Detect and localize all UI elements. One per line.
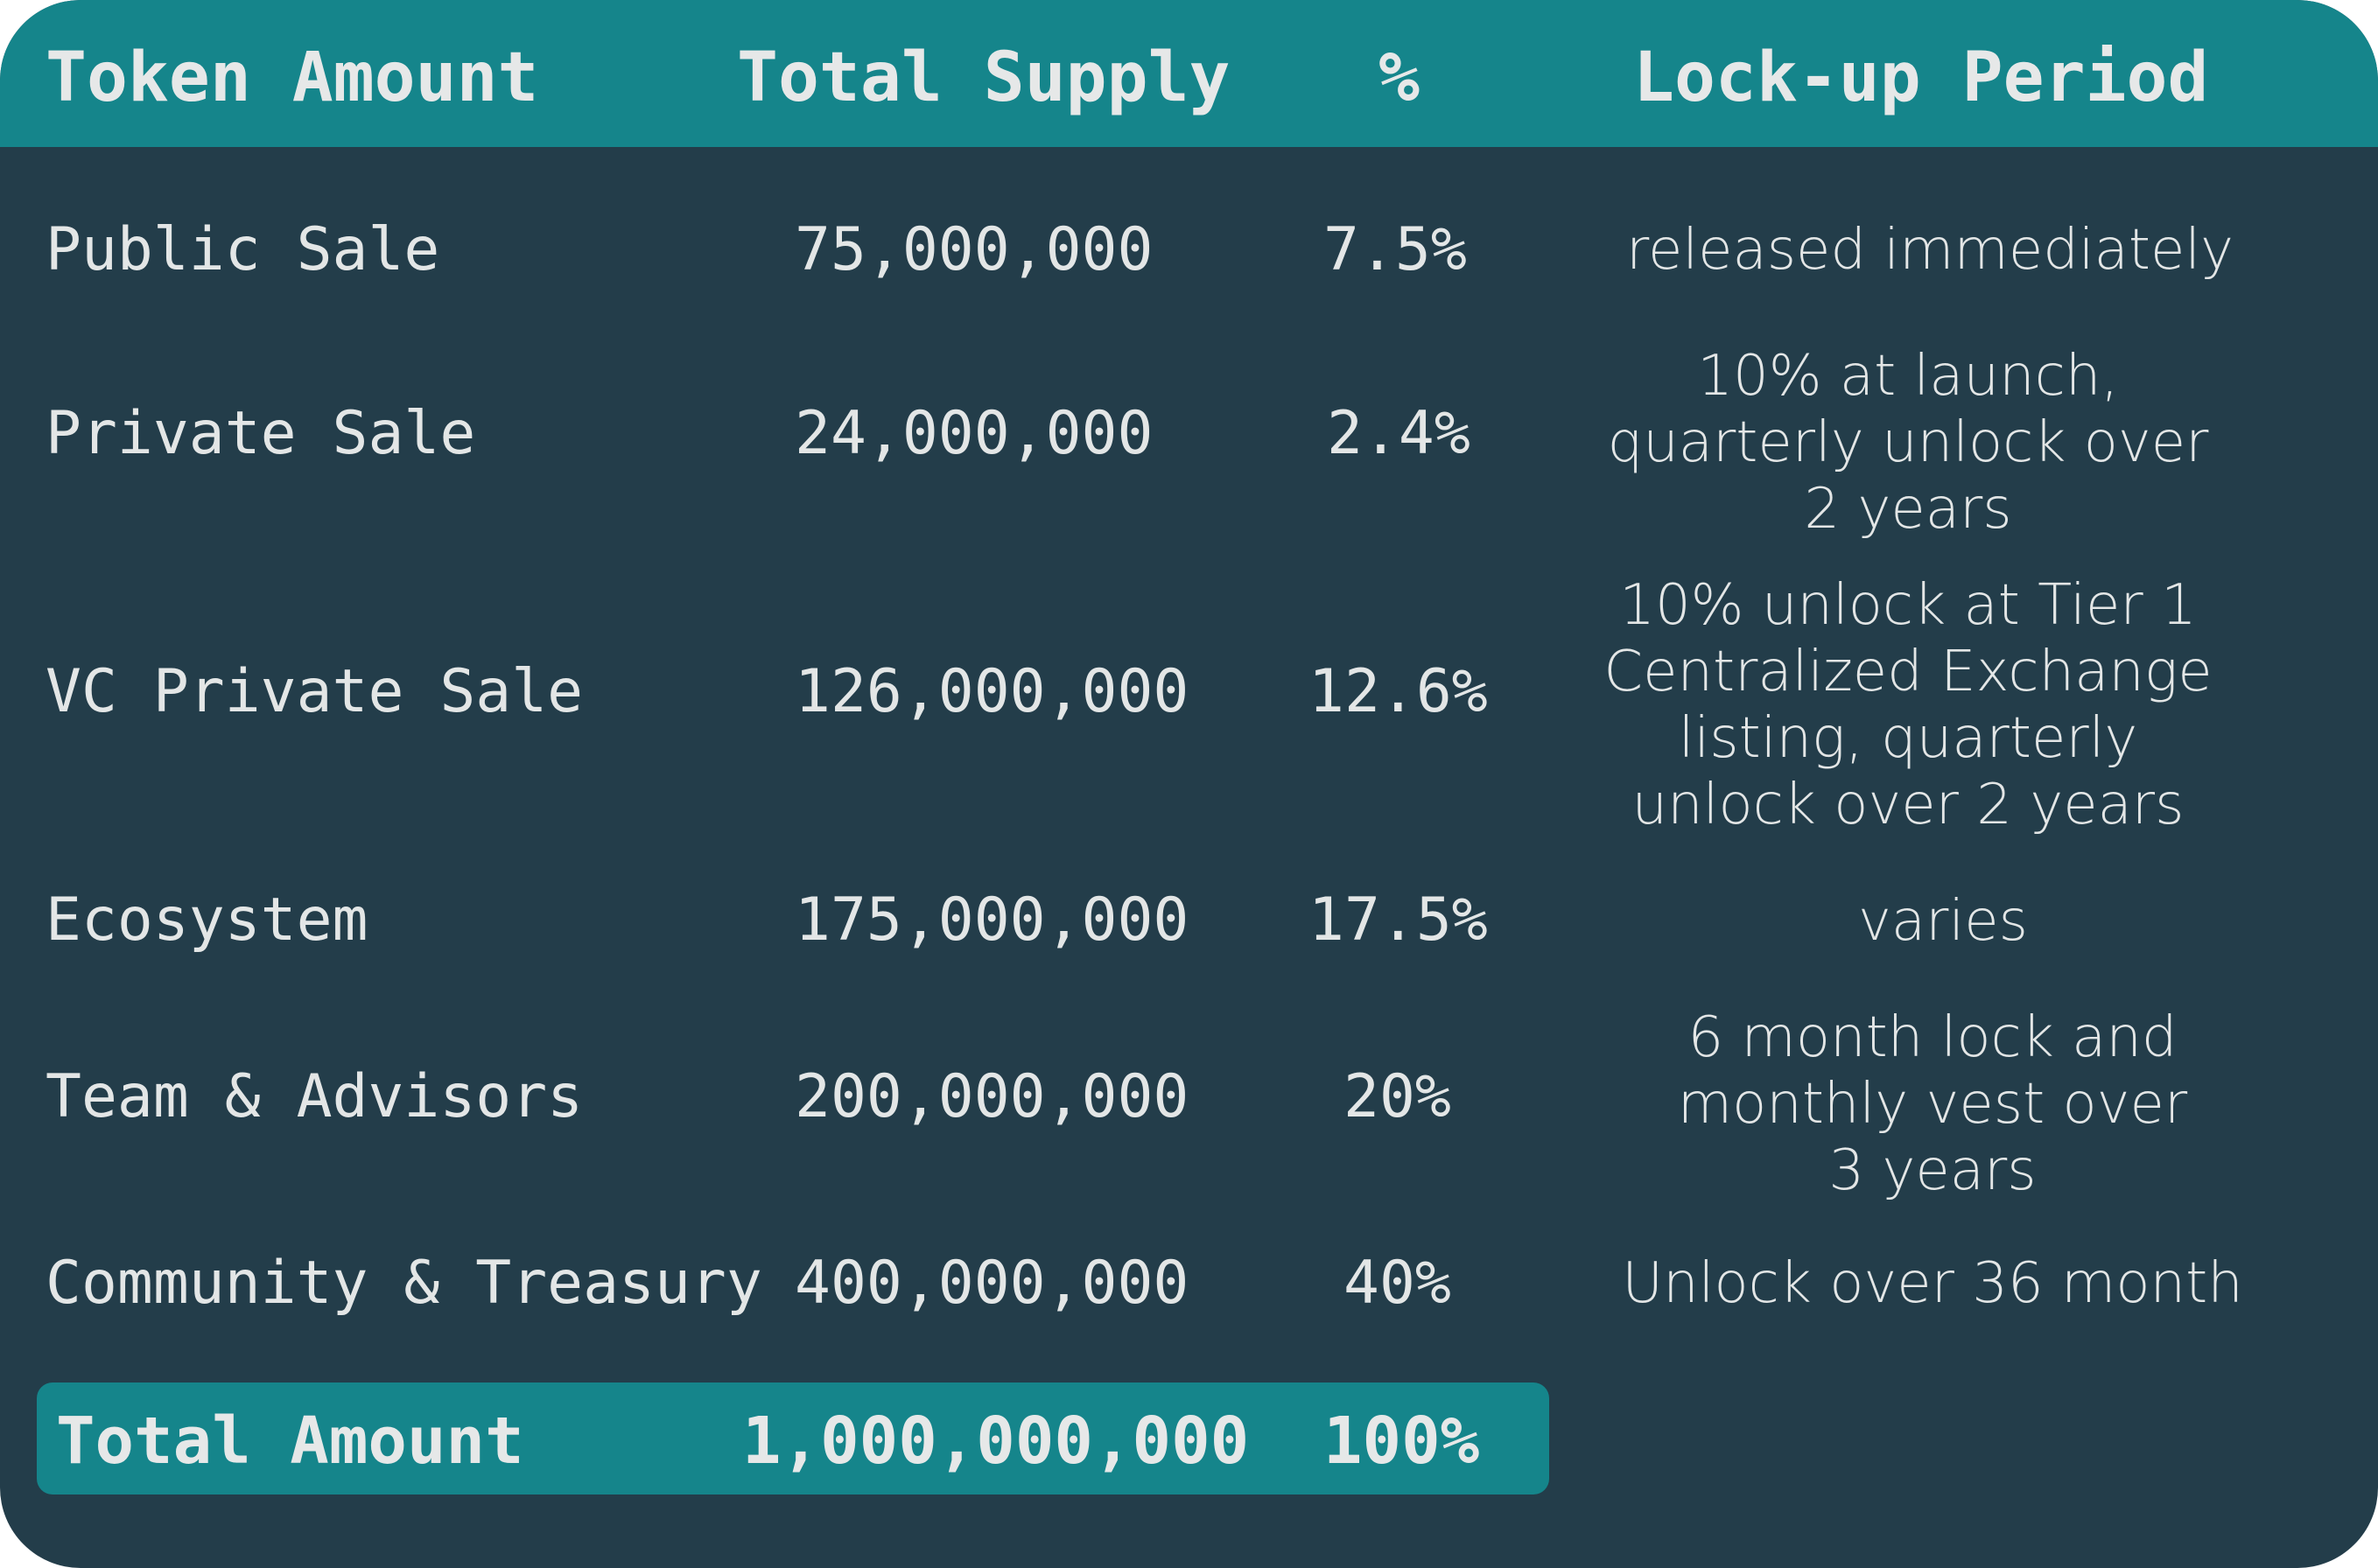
row-public-sale-lockup: released immediately xyxy=(1626,218,2234,283)
row-ecosystem-pct: 17.5% xyxy=(1308,886,1488,955)
row-vc-private-sale-name: VC Private Sale xyxy=(46,657,584,726)
row-team-advisors-supply: 200,000,000 xyxy=(795,1062,1189,1131)
row-public-sale-pct: 7.5% xyxy=(1323,215,1467,284)
row-team-advisors-name: Team & Advisors xyxy=(46,1062,584,1131)
header-lockup-period: Lock-up Period xyxy=(1633,38,2209,117)
header-token-amount: Token Amount xyxy=(46,38,539,117)
total-pct: 100% xyxy=(1323,1404,1480,1479)
total-supply: 1,000,000,000 xyxy=(742,1404,1250,1479)
total-row-bar xyxy=(37,1382,1549,1494)
row-ecosystem-name: Ecosystem xyxy=(46,886,368,955)
row-ecosystem-lockup: varies xyxy=(1858,889,2028,954)
row-public-sale-name: Public Sale xyxy=(46,215,440,284)
header-percent: % xyxy=(1378,38,1420,117)
row-public-sale-supply: 75,000,000 xyxy=(795,215,1154,284)
row-vc-private-sale-supply: 126,000,000 xyxy=(795,657,1189,726)
row-team-advisors-pct: 20% xyxy=(1343,1062,1451,1131)
header-total-supply: Total Supply xyxy=(737,38,1231,117)
row-private-sale-supply: 24,000,000 xyxy=(795,399,1154,468)
row-community-treasury-supply: 400,000,000 xyxy=(795,1249,1189,1318)
row-private-sale-lockup: 10% at launch, quarterly unlock over 2 y… xyxy=(1607,344,2209,542)
table-header: Token Amount Total Supply % Lock-up Peri… xyxy=(0,0,2378,147)
row-community-treasury-pct: 40% xyxy=(1343,1249,1451,1318)
row-community-treasury-name: Community & Treasury xyxy=(46,1249,762,1318)
row-private-sale-name: Private Sale xyxy=(46,399,476,468)
row-team-advisors-lockup: 6 month lock and monthly vest over 3 yea… xyxy=(1677,1005,2188,1203)
row-vc-private-sale-pct: 12.6% xyxy=(1308,657,1488,726)
total-label: Total Amount xyxy=(56,1404,524,1479)
row-ecosystem-supply: 175,000,000 xyxy=(795,886,1189,955)
row-community-treasury-lockup: Unlock over 36 month xyxy=(1622,1251,2243,1316)
row-vc-private-sale-lockup: 10% unlock at Tier 1 Centralized Exchang… xyxy=(1603,573,2213,837)
row-private-sale-pct: 2.4% xyxy=(1327,399,1470,468)
